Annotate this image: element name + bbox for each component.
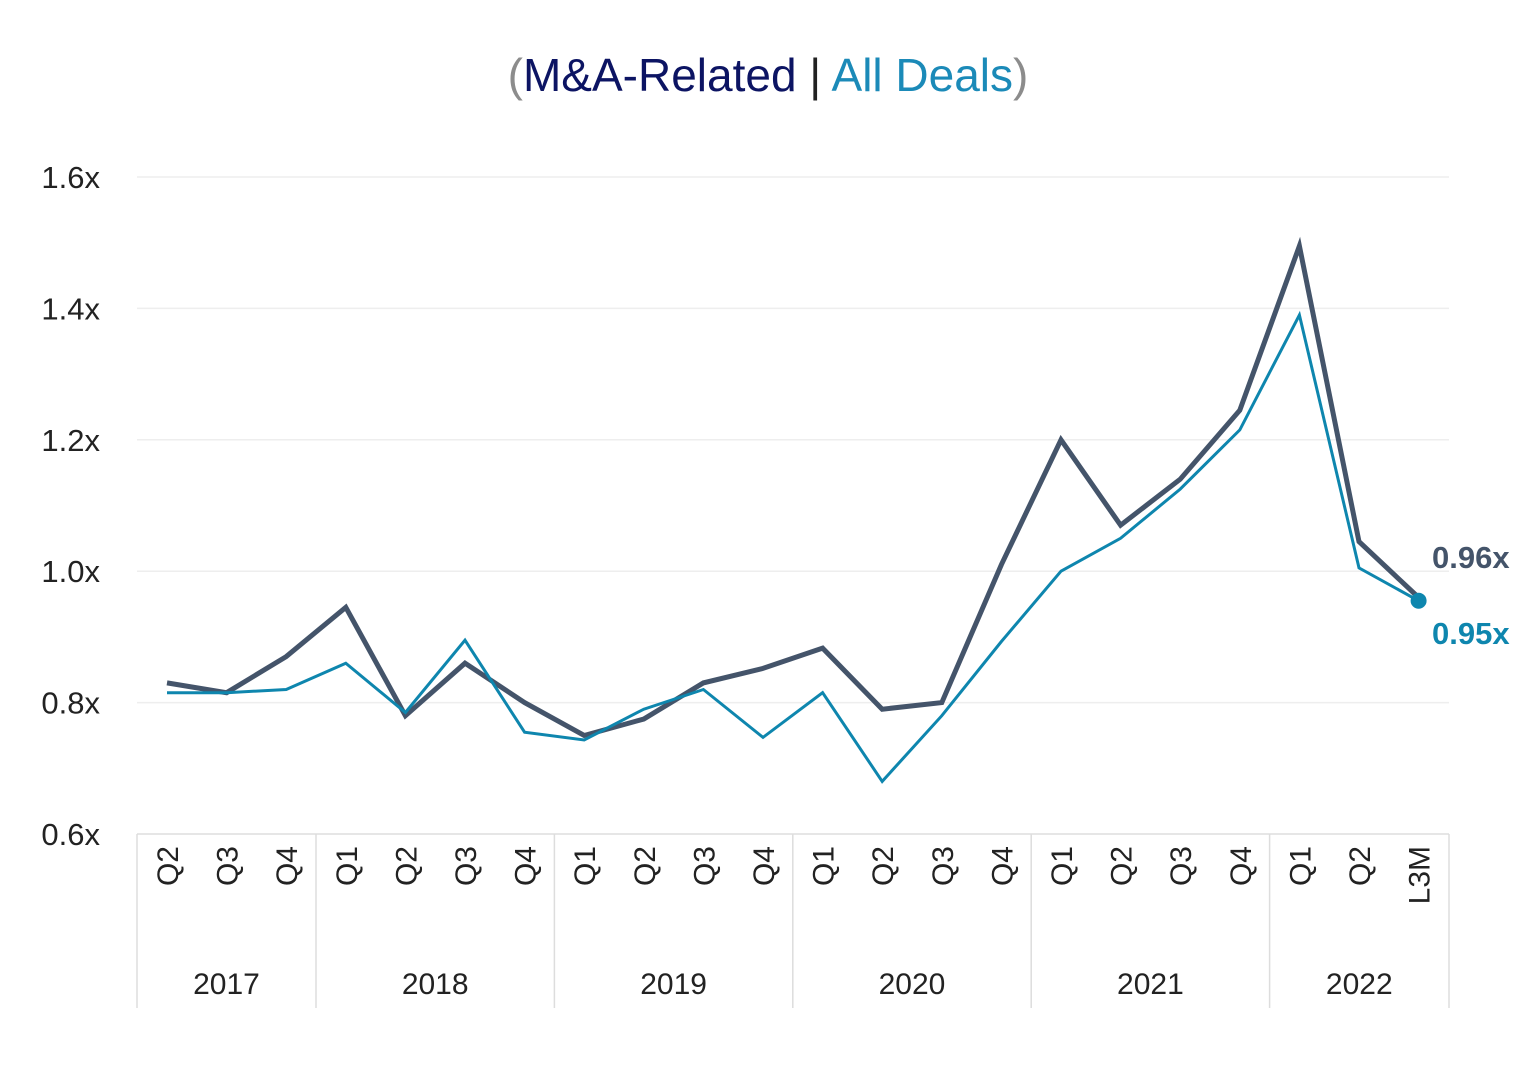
x-tick-label: Q2 bbox=[390, 846, 423, 886]
y-tick-label: 1.4x bbox=[41, 291, 100, 326]
x-tick-label: Q2 bbox=[629, 846, 662, 886]
year-label: 2019 bbox=[640, 968, 707, 1001]
x-tick-label: Q4 bbox=[510, 846, 543, 886]
title-close-paren: ) bbox=[1013, 49, 1028, 101]
x-tick-label: Q2 bbox=[867, 846, 900, 886]
year-label: 2020 bbox=[879, 968, 946, 1001]
chart-title: (M&A-Related | All Deals) bbox=[508, 49, 1029, 101]
x-tick-label: Q4 bbox=[986, 846, 1019, 886]
x-tick-label: Q2 bbox=[1344, 846, 1377, 886]
y-tick-label: 1.0x bbox=[41, 554, 100, 589]
x-tick-label: Q3 bbox=[688, 846, 721, 886]
title-series2: All Deals bbox=[832, 49, 1014, 101]
title-open-paren: ( bbox=[508, 49, 524, 101]
y-tick-label: 1.2x bbox=[41, 423, 100, 458]
end-labels: 0.96x 0.95x bbox=[1432, 540, 1510, 651]
x-tick-label: Q3 bbox=[1165, 846, 1198, 886]
title-separator: | bbox=[797, 49, 832, 101]
year-label: 2021 bbox=[1117, 968, 1184, 1001]
x-tick-label: Q1 bbox=[569, 846, 602, 886]
end-marker bbox=[1410, 592, 1427, 609]
x-tick-label: Q1 bbox=[1046, 846, 1079, 886]
y-tick-label: 1.6x bbox=[41, 160, 100, 195]
x-tick-label: Q1 bbox=[808, 846, 841, 886]
x-tick-label: Q3 bbox=[450, 846, 483, 886]
x-tick-label: Q1 bbox=[331, 846, 364, 886]
x-tick-label: Q3 bbox=[212, 846, 245, 886]
year-label: 2022 bbox=[1326, 968, 1393, 1001]
gridlines bbox=[137, 176, 1449, 704]
x-tick-label: Q1 bbox=[1284, 846, 1317, 886]
y-tick-label: 0.8x bbox=[41, 686, 100, 721]
series-layer bbox=[166, 236, 1427, 784]
x-tick-label: Q4 bbox=[748, 846, 781, 886]
x-tick-label: Q2 bbox=[1106, 846, 1139, 886]
x-tick-label: Q3 bbox=[927, 846, 960, 886]
year-label: 2018 bbox=[402, 968, 469, 1001]
x-tick-label: Q4 bbox=[271, 846, 304, 886]
x-tick-label: L3M bbox=[1404, 846, 1437, 904]
x-axis: Q2 Q3 Q4 Q1 Q2 Q3 Q4 Q1 Q2 Q3 Q4 Q1 Q2 Q3 Q4 Q1 Q2 Q3 Q4 Q1… bbox=[136, 833, 1450, 1008]
series-line-all-deals bbox=[167, 310, 1420, 784]
x-tick-label: Q4 bbox=[1225, 846, 1258, 886]
y-axis: 0.6x 0.8x 1.0x 1.2x 1.4x 1.6x bbox=[41, 160, 100, 852]
title-series1: M&A-Related bbox=[523, 49, 797, 101]
x-tick-label: Q2 bbox=[152, 846, 185, 886]
series-line-m-a-related bbox=[166, 236, 1421, 739]
end-label-all-deals: 0.95x bbox=[1432, 616, 1510, 651]
year-label: 2017 bbox=[193, 968, 260, 1001]
end-label-ma-related: 0.96x bbox=[1432, 540, 1510, 575]
y-tick-label: 0.6x bbox=[41, 817, 100, 852]
